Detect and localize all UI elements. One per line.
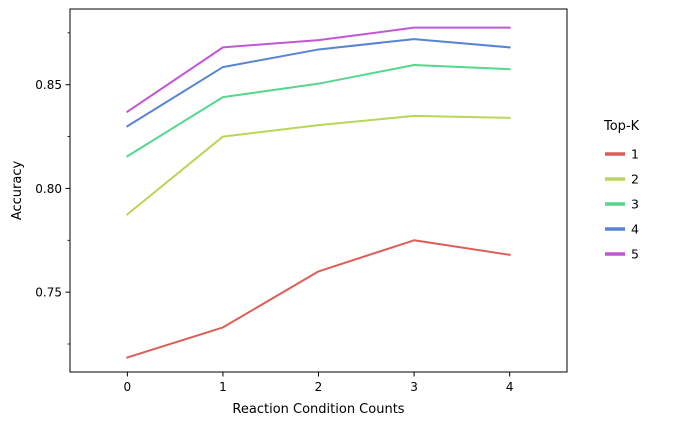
x-axis-ticks: 0 1 2 3 4 [124, 372, 514, 394]
series-line-4 [125, 38, 511, 128]
series-line-1 [126, 239, 511, 359]
x-tick-label: 4 [506, 380, 514, 394]
legend-label-4: 4 [631, 222, 639, 237]
legend-label-1: 1 [631, 147, 639, 162]
y-tick-label: 0.75 [35, 286, 62, 300]
x-tick-label: 0 [124, 380, 132, 394]
series-line-3 [125, 64, 511, 158]
x-tick-label: 3 [410, 380, 418, 394]
y-axis-label: Accuracy [10, 161, 25, 221]
y-tick-label: 0.85 [35, 78, 62, 92]
legend-label-5: 5 [631, 247, 639, 262]
legend-label-2: 2 [631, 172, 639, 187]
series-lines [125, 26, 511, 359]
x-axis-label: Reaction Condition Counts [232, 402, 404, 417]
legend-title: Top-K [603, 119, 640, 134]
series-line-5 [125, 26, 511, 114]
y-axis-ticks: 0.75 0.80 0.85 [35, 32, 70, 345]
legend: Top-K 1 2 3 4 5 [603, 119, 640, 262]
legend-label-3: 3 [631, 197, 639, 212]
legend-items: 1 2 3 4 5 [605, 147, 639, 262]
plot-frame [69, 8, 568, 373]
x-tick-label: 1 [219, 380, 227, 394]
x-tick-label: 2 [315, 380, 323, 394]
y-tick-label: 0.80 [35, 182, 62, 196]
series-line-2 [125, 114, 511, 216]
